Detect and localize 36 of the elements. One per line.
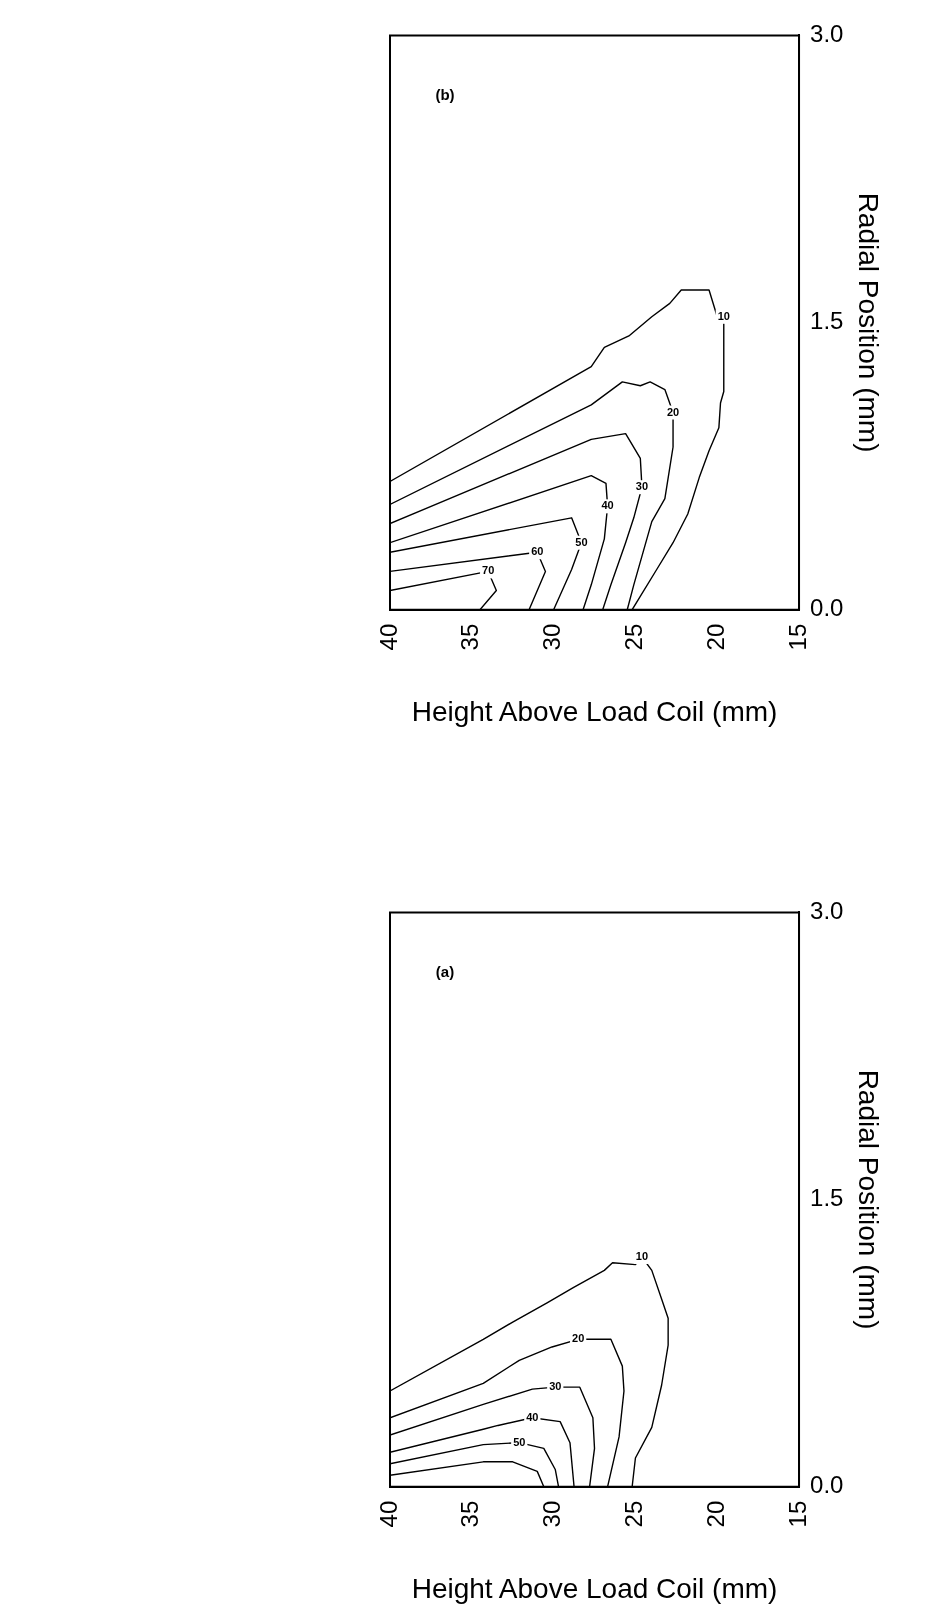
y-tick-label: 3.0 [810, 897, 844, 925]
x-tick-label: 30 [538, 1500, 566, 1528]
series-label: 30 [635, 480, 649, 493]
series-label: 20 [666, 405, 680, 418]
series-label: 50 [513, 1435, 526, 1448]
annotation: (a) [435, 962, 455, 980]
series-label: 50 [575, 535, 588, 548]
y-tick-label: 0.0 [810, 594, 844, 622]
series-label: 40 [526, 1410, 539, 1423]
series-label: 40 [601, 499, 614, 512]
y-tick-label: 3.0 [810, 20, 844, 48]
y-axis-title: Radial Position (mm) [853, 192, 885, 453]
x-tick-label: 20 [701, 1500, 729, 1528]
y-axis-title: Radial Position (mm) [853, 1069, 885, 1330]
x-tick-label: 15 [783, 1500, 811, 1528]
x-tick-label: 25 [620, 1500, 648, 1528]
series-label: 30 [549, 1380, 562, 1393]
series-label: 10 [717, 309, 730, 322]
y-tick-label: 0.0 [810, 1471, 844, 1499]
series-label: 70 [482, 564, 495, 577]
x-axis-title: Height Above Load Coil (mm) [411, 695, 778, 727]
x-tick-label: 30 [538, 623, 566, 651]
x-tick-label: 20 [701, 623, 729, 651]
series-label: 60 [531, 545, 544, 558]
x-tick-label: 35 [456, 623, 484, 651]
x-tick-label: 35 [456, 1500, 484, 1528]
y-tick-label: 1.5 [810, 1184, 844, 1212]
series-label: 20 [572, 1332, 585, 1345]
x-tick-label: 15 [783, 623, 811, 651]
x-tick-label: 40 [374, 623, 402, 651]
x-tick-label: 40 [374, 1500, 402, 1528]
series-label: 10 [635, 1250, 649, 1263]
x-axis-title: Height Above Load Coil (mm) [411, 1572, 778, 1604]
x-tick-label: 25 [620, 623, 648, 651]
y-tick-label: 1.5 [810, 307, 844, 335]
annotation: (b) [435, 85, 455, 103]
